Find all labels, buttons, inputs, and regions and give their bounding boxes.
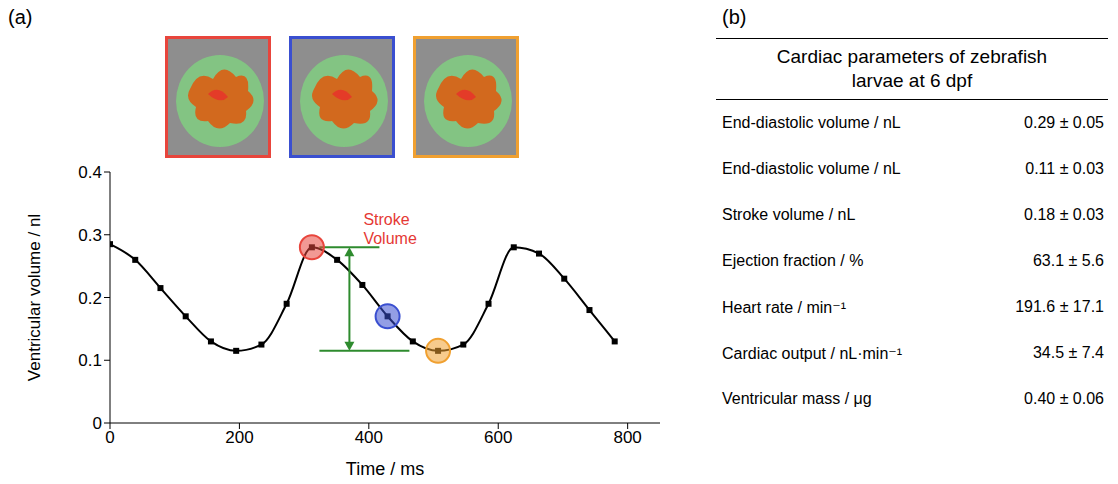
html-text:0.29 ± 0.05: 0.29 ± 0.05	[1024, 114, 1104, 131]
svg-text:0.2: 0.2	[78, 289, 102, 308]
svg-text:0.1: 0.1	[78, 351, 102, 370]
svg-text:0.3: 0.3	[78, 226, 102, 245]
html-text:0.40 ± 0.06: 0.40 ± 0.06	[1024, 390, 1104, 407]
svg-text:600: 600	[484, 428, 512, 447]
html-text:191.6 ± 17.1: 191.6 ± 17.1	[1015, 298, 1104, 315]
svg-text:StrokeVolume: StrokeVolume	[363, 211, 416, 247]
html-text:End-diastolic volume / nL: End-diastolic volume / nL	[722, 114, 901, 131]
svg-text:0.4: 0.4	[78, 163, 102, 182]
html-text:63.1 ± 5.6: 63.1 ± 5.6	[1032, 252, 1104, 269]
html-text:Stroke volume / nL: Stroke volume / nL	[722, 206, 856, 223]
html-text:Ventricular mass / μg: Ventricular mass / μg	[722, 390, 872, 407]
html-text:(b): (b)	[722, 6, 747, 28]
svg-text:Time / ms: Time / ms	[346, 459, 424, 479]
html-text:Cardiac parameters of zebrafis: Cardiac parameters of zebrafish larvae a…	[776, 46, 1048, 91]
svg-text:400: 400	[355, 428, 383, 447]
html-text:Heart rate / min⁻¹: Heart rate / min⁻¹	[722, 298, 846, 316]
svg-text:Ventricular volume / nl: Ventricular volume / nl	[25, 214, 44, 381]
svg-text:0: 0	[105, 428, 114, 447]
html-text:34.5 ± 7.4: 34.5 ± 7.4	[1032, 344, 1104, 361]
html-text:(a): (a)	[8, 6, 33, 28]
html-text:End-diastolic volume / nL: End-diastolic volume / nL	[722, 160, 901, 177]
svg-text:0: 0	[93, 414, 102, 433]
html-text:0.11 ± 0.03: 0.11 ± 0.03	[1025, 160, 1104, 177]
html-text:Ejection fraction / %: Ejection fraction / %	[722, 252, 864, 269]
svg-text:800: 800	[613, 428, 641, 447]
html-text:Cardiac output / nL·min⁻¹: Cardiac output / nL·min⁻¹	[722, 344, 903, 362]
html-text:0.18 ± 0.03: 0.18 ± 0.03	[1024, 206, 1104, 223]
svg-text:200: 200	[225, 428, 253, 447]
